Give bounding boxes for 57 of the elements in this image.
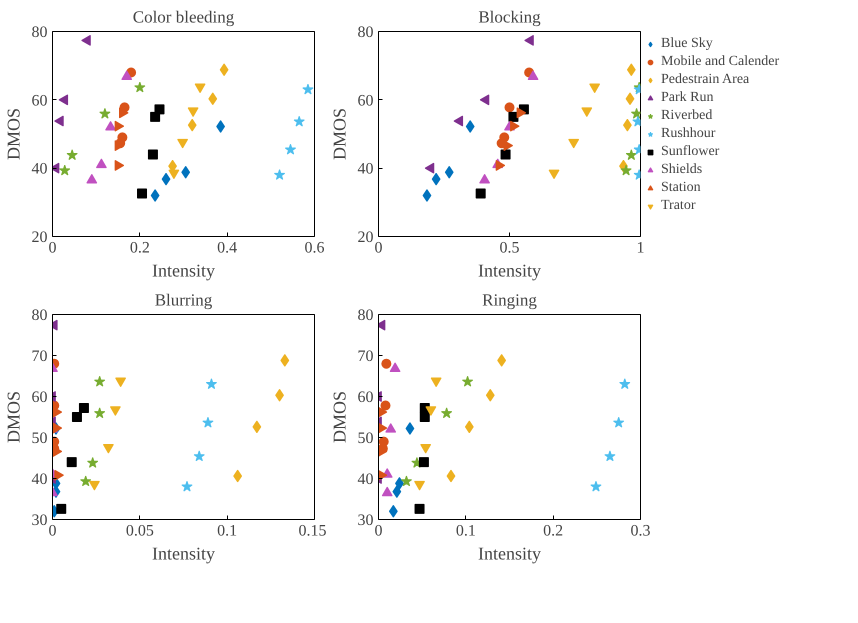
legend-label: Riverbed <box>661 107 714 125</box>
legend-label: Pedestrain Area <box>661 71 750 89</box>
y-tick-label: 80 <box>32 24 48 41</box>
x-tick-label: 0.6 <box>304 240 324 256</box>
legend-label: Shields <box>661 161 704 179</box>
x-tick-label: 0 <box>374 240 382 256</box>
x-axis-title: Intensity <box>152 260 216 280</box>
y-tick-label: 80 <box>358 307 374 324</box>
x-tick-label: 0.3 <box>630 522 650 540</box>
x-axis-title: Intensity <box>152 544 216 564</box>
chart-title: Color bleeding <box>132 8 235 26</box>
legend-label: Park Run <box>661 89 714 107</box>
y-tick-label: 60 <box>32 92 48 110</box>
y-tick-label: 50 <box>358 430 374 447</box>
x-tick-label: 1 <box>636 240 644 256</box>
x-tick-label: 0.1 <box>217 522 238 540</box>
legend-label: Mobile and Calender <box>661 53 780 71</box>
y-tick-label: 30 <box>358 512 374 529</box>
x-tick-label: 0.1 <box>456 522 476 540</box>
y-axis-title: DMOS <box>4 108 24 160</box>
y-axis-title: DMOS <box>330 108 350 160</box>
y-tick-label: 20 <box>358 229 374 246</box>
x-tick-label: 0 <box>48 240 56 256</box>
y-tick-label: 40 <box>358 471 374 488</box>
y-tick-label: 80 <box>32 307 48 324</box>
x-axis-title: Intensity <box>478 260 542 280</box>
x-tick-label: 0.5 <box>500 240 520 256</box>
x-tick-label: 0 <box>48 522 56 540</box>
y-tick-label: 70 <box>32 348 48 365</box>
x-tick-label: 0.05 <box>126 522 154 540</box>
legend-label: Blue Sky <box>661 35 714 53</box>
chart-title: Blocking <box>478 8 542 26</box>
chart-title: Ringing <box>482 290 538 310</box>
legend-label: Rushhour <box>661 125 716 143</box>
y-tick-label: 60 <box>358 92 374 110</box>
x-tick-label: 0.2 <box>543 522 564 540</box>
x-tick-label: 0.2 <box>130 240 150 256</box>
x-tick-label: 0 <box>374 522 382 540</box>
y-tick-label: 40 <box>358 160 374 178</box>
y-tick-label: 40 <box>32 160 48 178</box>
legend-label: Sunflower <box>661 143 720 161</box>
y-axis-title: DMOS <box>330 390 350 444</box>
y-tick-label: 60 <box>358 389 374 406</box>
legend-label: Trator <box>661 197 696 215</box>
x-tick-label: 0.4 <box>217 240 238 256</box>
y-tick-label: 50 <box>32 430 48 447</box>
y-tick-label: 20 <box>32 229 48 246</box>
y-tick-label: 30 <box>32 512 48 529</box>
y-tick-label: 60 <box>32 389 48 406</box>
chart-title: Blurring <box>154 290 213 310</box>
y-tick-label: 70 <box>358 348 374 365</box>
y-tick-label: 40 <box>32 471 48 488</box>
legend-label: Station <box>661 179 702 197</box>
x-tick-label: 0.15 <box>298 522 326 540</box>
x-axis-title: Intensity <box>478 544 542 564</box>
y-axis-title: DMOS <box>4 390 24 444</box>
y-tick-label: 80 <box>358 24 374 41</box>
